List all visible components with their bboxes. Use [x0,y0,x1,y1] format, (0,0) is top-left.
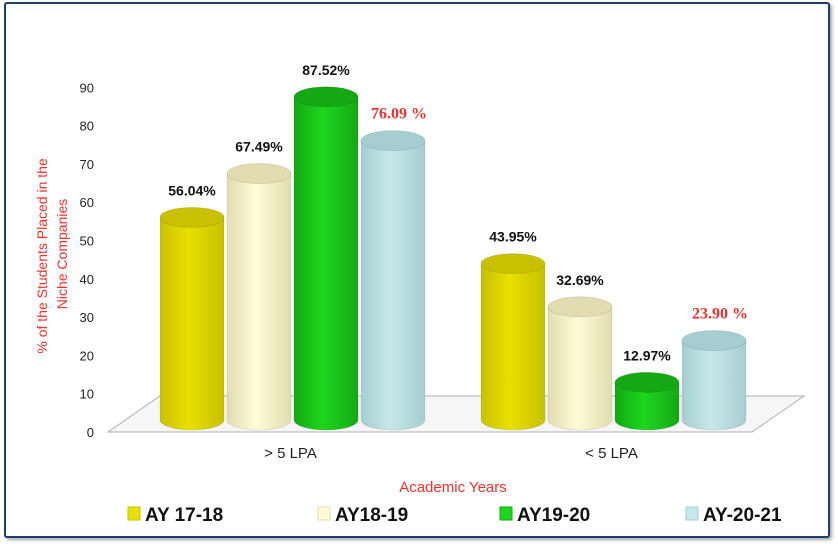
y-tick-label: 70 [80,157,94,172]
data-labels: 56.04% 67.49% 87.52% 76.09 % 43.95% 32.69% 12.… [168,62,748,364]
bar-body [159,217,225,431]
category-label: > 5 LPA [264,445,317,462]
bar-body [681,340,747,431]
data-label: 56.04% [168,182,216,198]
bar-body [614,382,680,431]
x-axis-categories: > 5 LPA < 5 LPA [264,445,638,462]
legend-label: AY18-19 [335,505,408,526]
data-label: 43.95% [489,229,537,245]
bar-body [480,263,546,431]
legend-swatch [685,506,699,521]
bar-top [681,330,747,351]
y-axis-label: % of the Students Placed in the Niche Co… [34,154,70,353]
data-label: 12.97% [623,347,671,363]
legend: AY 17-18 AY18-19 AY19-20 AY-20-21 [127,505,782,526]
legend-swatch [127,506,141,521]
bar-top [226,163,292,184]
bar-top [614,372,680,393]
legend-item: AY-20-21 [685,505,782,526]
y-tick-label: 60 [80,195,94,210]
bar-top [360,130,426,151]
bar [480,253,546,431]
y-tick-label: 50 [80,234,94,249]
y-tick-label: 80 [80,119,94,134]
bar-top [547,296,613,318]
category-label: < 5 LPA [585,445,638,462]
bars [159,86,747,431]
data-label: 67.49% [235,139,283,155]
bar-body [547,306,613,431]
bar-top [480,253,546,274]
y-tick-label: 10 [80,387,94,402]
bar [159,207,225,431]
y-tick-label: 0 [87,425,94,440]
data-label: 76.09 % [371,106,427,123]
y-axis-label-line-2: Niche Companies [54,199,70,310]
legend-item: AY19-20 [499,505,590,526]
bar [360,130,426,431]
bar [547,296,613,431]
bar-top [293,86,359,108]
y-axis-label-line-1: % of the Students Placed in the [34,158,50,354]
y-tick-label: 20 [80,348,94,363]
bar [681,330,747,431]
bar [293,86,359,431]
data-label: 32.69% [556,272,604,288]
legend-label: AY 17-18 [145,505,223,526]
x-axis-label: Academic Years [399,479,507,496]
legend-swatch [499,506,513,521]
legend-item: AY 17-18 [127,505,223,526]
y-tick-label: 40 [80,272,94,287]
legend-item: AY18-19 [317,505,408,526]
data-label: 87.52% [302,62,350,78]
bar [226,163,292,431]
bar-body [226,173,292,431]
data-label: 23.90 % [692,305,748,322]
bar [614,372,680,431]
bar-body [293,96,359,431]
legend-label: AY-20-21 [703,505,782,526]
bar-top [159,207,225,228]
bar-body [360,140,426,431]
y-axis-ticks: 0 10 20 30 40 50 60 70 80 90 [80,80,94,440]
legend-swatch [317,506,331,521]
y-tick-label: 90 [80,80,94,95]
legend-label: AY19-20 [517,505,590,526]
y-tick-label: 30 [80,310,94,325]
